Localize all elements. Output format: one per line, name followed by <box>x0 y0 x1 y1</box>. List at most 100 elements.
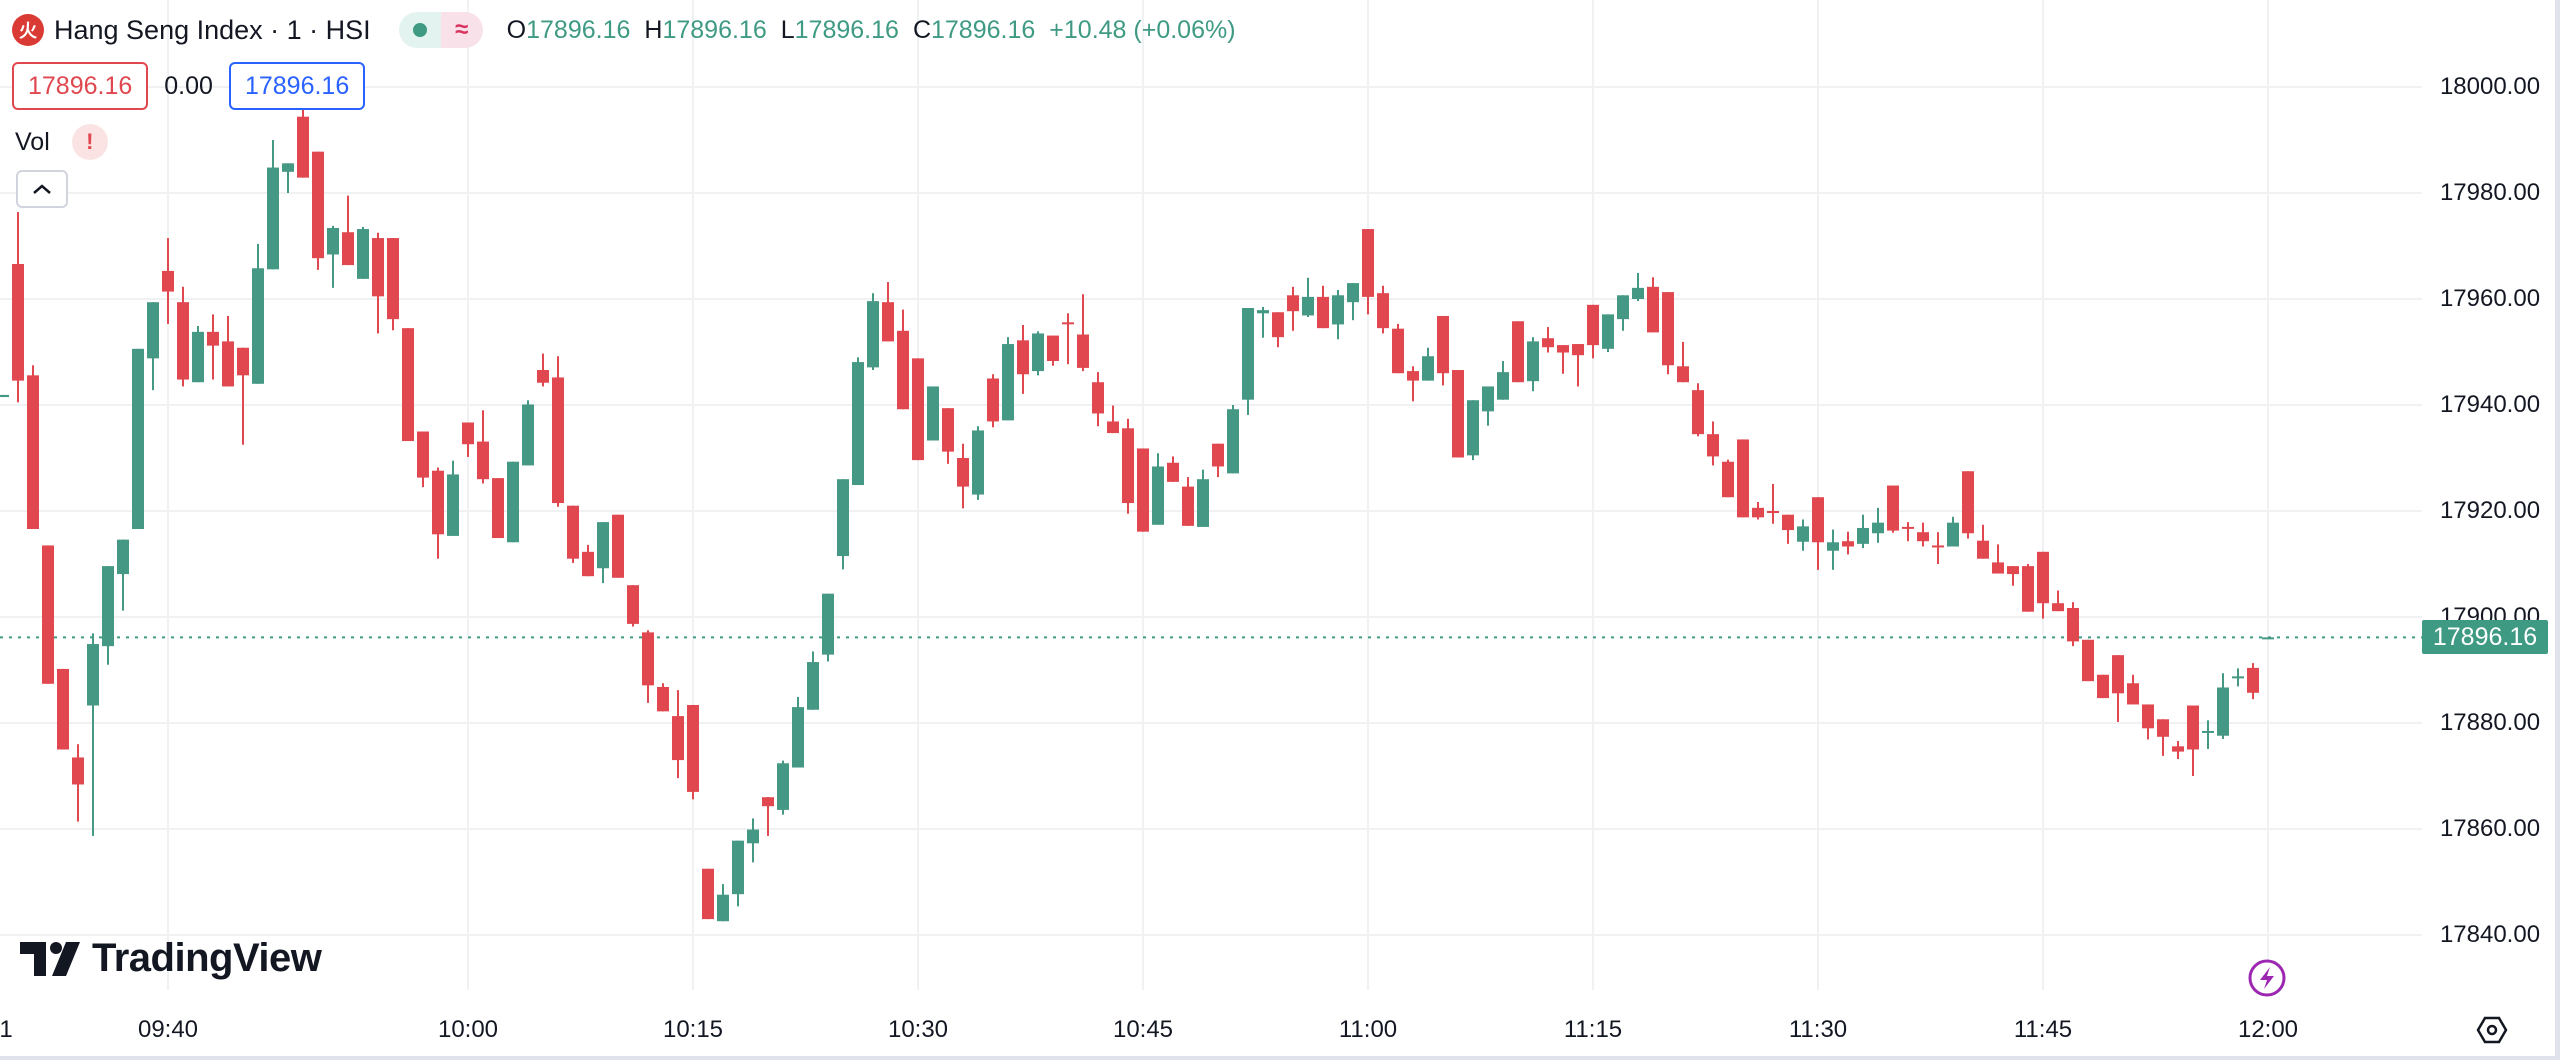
spread-value: 0.00 <box>164 71 213 100</box>
candle-body <box>1512 321 1524 383</box>
candle <box>927 386 939 441</box>
candle-wick <box>2162 719 2164 756</box>
candle-body <box>537 370 549 383</box>
candle-body <box>1977 540 1989 559</box>
tradingview-logo-icon <box>20 941 80 976</box>
candle-wick <box>2012 566 2014 586</box>
candle-body <box>1677 366 1689 383</box>
candle <box>1437 315 1449 386</box>
last-price-tag: 17896.16 <box>2422 620 2548 655</box>
collapse-legend-button[interactable] <box>16 170 68 208</box>
candle <box>432 467 444 559</box>
candle-body <box>1557 345 1569 353</box>
candle <box>1317 285 1329 329</box>
candle <box>507 461 519 543</box>
candle-body <box>1527 341 1539 382</box>
candle-body <box>87 644 99 706</box>
candle-body <box>972 430 984 495</box>
candle <box>327 225 339 288</box>
candle-wick <box>1997 544 1999 574</box>
candle <box>552 356 564 507</box>
candle-body <box>1782 514 1794 531</box>
candle <box>1062 313 1074 365</box>
candle <box>387 238 399 331</box>
candle <box>1962 471 1974 539</box>
tradingview-logo[interactable]: TradingView <box>20 936 322 981</box>
candle <box>1197 469 1209 527</box>
candle-wick <box>1907 522 1909 542</box>
candle <box>2082 639 2094 682</box>
candle-body <box>1722 461 1734 498</box>
candle-body <box>1122 428 1134 504</box>
candle <box>1527 337 1539 392</box>
lightning-icon[interactable] <box>2247 958 2287 998</box>
candle-body <box>1602 314 1614 349</box>
candle-body <box>747 829 759 844</box>
candle-wick <box>1082 294 1084 372</box>
volume-label[interactable]: Vol <box>15 127 50 156</box>
candle <box>0 394 9 398</box>
low-value: 17896.16 <box>794 15 899 44</box>
candle <box>2262 637 2274 640</box>
candle-body <box>372 238 384 297</box>
time-tick-label: 10:30 <box>887 1016 949 1043</box>
candle-body <box>1017 340 1029 375</box>
candle-body <box>72 757 84 785</box>
candle-body <box>1422 356 1434 381</box>
candle <box>162 238 174 324</box>
candle <box>1107 405 1119 434</box>
candle <box>897 309 909 410</box>
candle-body <box>672 716 684 761</box>
delayed-data-icon: ≈ <box>440 12 483 48</box>
symbol-title[interactable]: Hang Seng Index · 1 · HSI <box>54 14 371 45</box>
time-tick-label: 10:45 <box>1112 1016 1174 1043</box>
buy-button[interactable]: 17896.16 <box>228 62 366 110</box>
candle <box>1017 324 1029 394</box>
candle-body <box>1812 497 1824 543</box>
candle <box>2157 719 2169 756</box>
candle-body <box>1572 344 1584 356</box>
candle <box>912 358 924 461</box>
time-tick-label: 11:30 <box>1788 1016 1848 1043</box>
price-tick-label: 17920.00 <box>2439 497 2541 524</box>
candle-body <box>2172 746 2184 752</box>
candle-body <box>492 478 504 539</box>
candle-body <box>1152 466 1164 525</box>
candle <box>867 293 879 371</box>
sell-button[interactable]: 17896.16 <box>12 62 149 110</box>
candle-body <box>957 458 969 487</box>
candle-body <box>837 479 849 557</box>
settings-hexagon-icon[interactable] <box>2476 1014 2508 1046</box>
market-status-pill[interactable]: ≈ <box>398 12 483 48</box>
hsi-logo-icon: 火 <box>12 14 44 46</box>
candle-body <box>807 662 819 710</box>
candle-body <box>282 163 294 172</box>
candle-body <box>1797 526 1809 542</box>
candle-body <box>1542 338 1554 348</box>
price-tick-label: 17840.00 <box>2439 921 2541 948</box>
candle <box>1752 501 1764 520</box>
change-value: +10.48 (+0.06%) <box>1049 15 1236 44</box>
candle-body <box>2232 676 2244 679</box>
candle <box>1272 312 1284 348</box>
candle <box>597 522 609 584</box>
candle-body <box>1377 293 1389 329</box>
candle-body <box>1257 310 1269 314</box>
time-tick-label: 10:00 <box>437 1016 499 1043</box>
candle <box>282 163 294 193</box>
price-tick-label: 17940.00 <box>2439 391 2541 418</box>
candle <box>807 651 819 710</box>
candle-body <box>102 566 114 647</box>
candle-body <box>2142 704 2154 729</box>
candle <box>1152 453 1164 525</box>
time-tick-label: 11:15 <box>1563 1016 1623 1043</box>
candle-body <box>207 331 219 346</box>
candle-wick <box>1562 345 1564 374</box>
candle-body <box>1362 229 1374 297</box>
candle <box>2232 668 2244 687</box>
candle-body <box>597 522 609 569</box>
candle <box>1767 483 1779 524</box>
warning-icon[interactable]: ! <box>71 124 108 160</box>
candle <box>1617 295 1629 331</box>
